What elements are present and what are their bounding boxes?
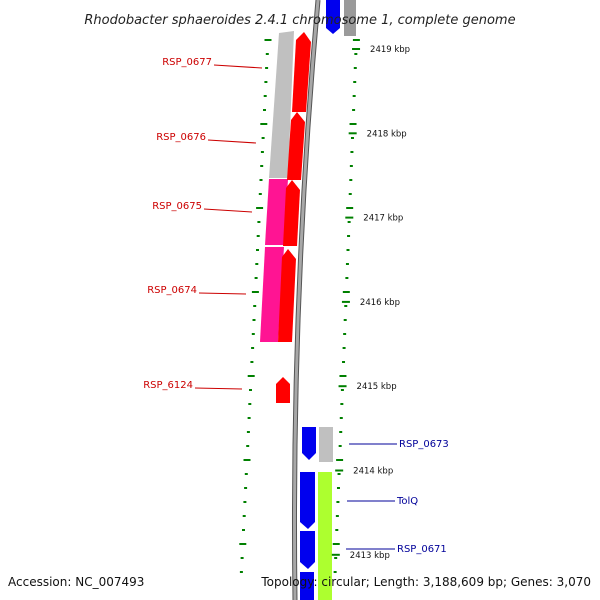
gene-label-left[interactable]: RSP_0676 [156,132,206,143]
gene-red-0675 [283,180,300,246]
right-gene-labels: RSP_0673 TolQ RSP_0671 [346,439,449,555]
gene-blue-0673 [302,427,316,460]
gene-gray-top [344,0,356,36]
gene-lime-tolq [318,472,332,600]
topology-text: Topology: circular; Length: 3,188,609 bp… [260,575,591,589]
left-gene-labels: RSP_0677 RSP_0676 RSP_0675 RSP_0674 RSP_6124 [143,57,263,391]
gene-label-left[interactable]: RSP_0677 [162,57,212,68]
label-leader-left [194,387,243,390]
kbp-label: 2414 kbp [353,467,393,477]
label-leader-left [198,292,247,295]
gene-pink-left-0674 [260,247,284,342]
gene-blue-tolq-1 [300,472,315,529]
gene-gray-0673 [319,427,333,462]
map-title: Rhodobacter sphaeroides 2.4.1 chromosome… [84,13,515,28]
gene-label-left[interactable]: RSP_6124 [143,380,193,391]
tick-marks [239,39,360,573]
gene-red-0674 [278,249,296,342]
kbp-label: 2419 kbp [370,45,410,55]
kbp-label: 2417 kbp [363,214,403,224]
label-leader-left [207,139,257,144]
backbone-curve [292,0,320,600]
label-leader-left [203,208,253,213]
kbp-labels: 2419 kbp 2418 kbp 2417 kbp 2416 kbp 2415 kbp… [331,45,410,561]
kbp-label: 2418 kbp [367,129,407,139]
gene-red-0676 [287,112,305,180]
gene-gray-left-0677-0676 [269,31,294,178]
gene-label-right[interactable]: TolQ [396,496,418,507]
gene-blue-bottom [300,572,314,600]
gene-blue-0671 [300,531,315,569]
accession-text: Accession: NC_007493 [8,575,144,589]
gene-label-left[interactable]: RSP_0675 [152,201,202,212]
gene-pink-left-0675 [265,179,288,245]
gene-red-6124 [276,377,290,403]
gene-blue-top [326,0,340,34]
gene-label-left[interactable]: RSP_0674 [147,285,197,296]
gene-label-right[interactable]: RSP_0673 [399,439,449,450]
kbp-label: 2416 kbp [360,298,400,308]
gene-label-right[interactable]: RSP_0671 [397,544,447,555]
label-leader-left [213,64,263,69]
kbp-label: 2415 kbp [357,382,397,392]
gene-red-0677 [292,32,311,112]
kbp-label: 2413 kbp [350,551,390,561]
